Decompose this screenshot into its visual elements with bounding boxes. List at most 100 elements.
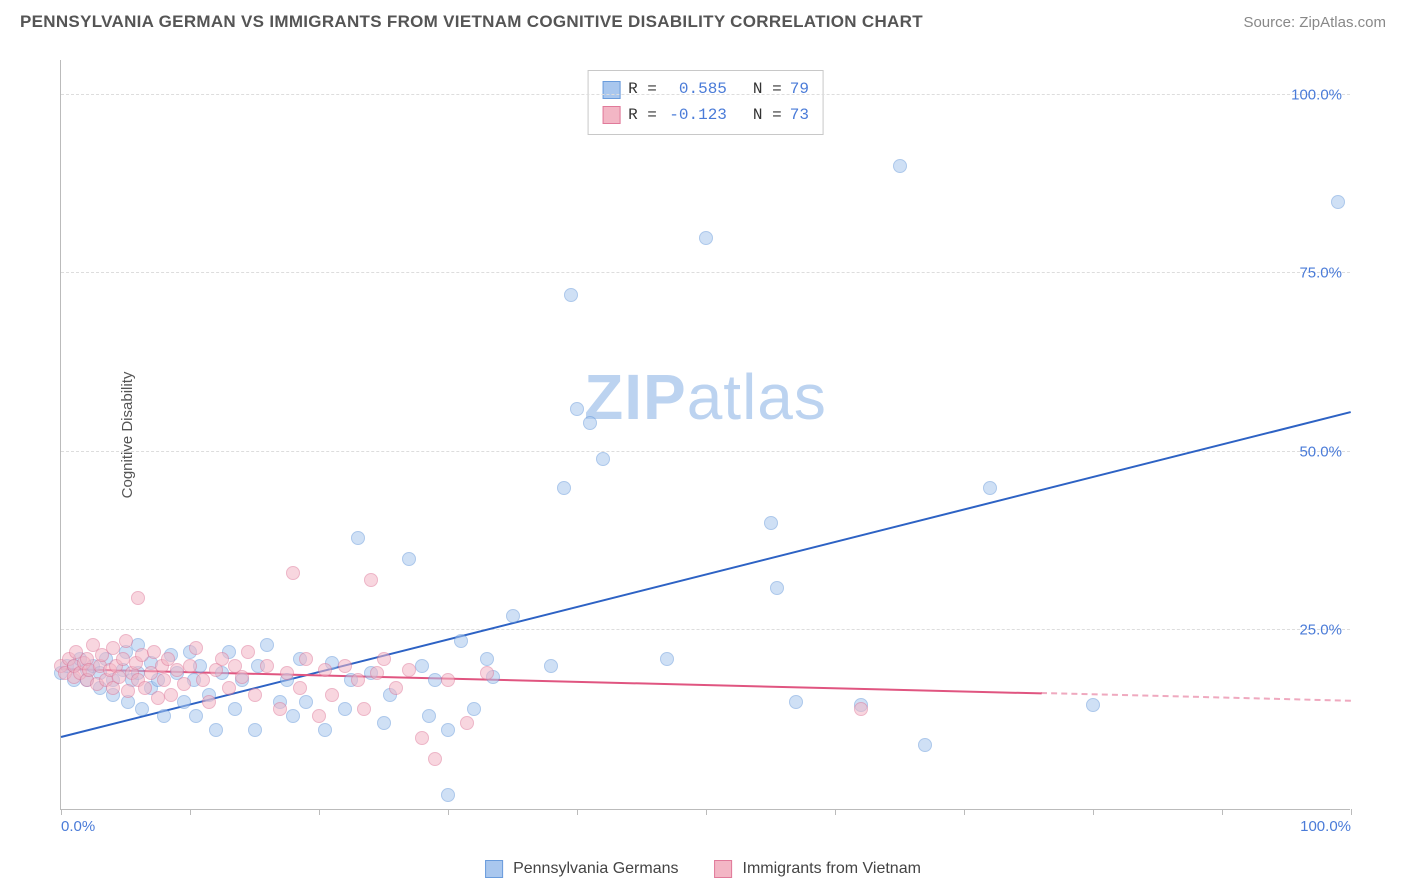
data-point bbox=[441, 723, 455, 737]
n-label: N = bbox=[753, 77, 782, 103]
data-point bbox=[351, 531, 365, 545]
xtick bbox=[1093, 809, 1094, 815]
ytick-label: 100.0% bbox=[1291, 86, 1342, 103]
data-point bbox=[116, 652, 130, 666]
legend-swatch bbox=[485, 860, 503, 878]
data-point bbox=[273, 702, 287, 716]
gridline bbox=[61, 94, 1350, 95]
data-point bbox=[480, 666, 494, 680]
gridline bbox=[61, 629, 1350, 630]
data-point bbox=[286, 709, 300, 723]
data-point bbox=[544, 659, 558, 673]
data-point bbox=[318, 723, 332, 737]
stats-row: R =-0.123N =73 bbox=[602, 103, 809, 129]
data-point bbox=[228, 702, 242, 716]
data-point bbox=[325, 688, 339, 702]
data-point bbox=[138, 681, 152, 695]
r-value: -0.123 bbox=[665, 103, 727, 129]
legend-swatch bbox=[602, 106, 620, 124]
data-point bbox=[480, 652, 494, 666]
data-point bbox=[222, 681, 236, 695]
data-point bbox=[789, 695, 803, 709]
data-point bbox=[235, 670, 249, 684]
data-point bbox=[428, 673, 442, 687]
data-point bbox=[151, 691, 165, 705]
data-point bbox=[241, 645, 255, 659]
data-point bbox=[377, 716, 391, 730]
data-point bbox=[764, 516, 778, 530]
data-point bbox=[177, 695, 191, 709]
data-point bbox=[918, 738, 932, 752]
xtick bbox=[61, 809, 62, 815]
watermark: ZIPatlas bbox=[584, 360, 827, 434]
data-point bbox=[467, 702, 481, 716]
data-point bbox=[248, 723, 262, 737]
data-point bbox=[357, 702, 371, 716]
r-label: R = bbox=[628, 77, 657, 103]
data-point bbox=[293, 681, 307, 695]
data-point bbox=[202, 695, 216, 709]
data-point bbox=[147, 645, 161, 659]
data-point bbox=[564, 288, 578, 302]
data-point bbox=[183, 659, 197, 673]
data-point bbox=[428, 752, 442, 766]
data-point bbox=[196, 673, 210, 687]
data-point bbox=[377, 652, 391, 666]
legend-label: Immigrants from Vietnam bbox=[743, 860, 921, 878]
xtick-label: 0.0% bbox=[61, 818, 95, 835]
data-point bbox=[506, 609, 520, 623]
xtick bbox=[964, 809, 965, 815]
data-point bbox=[402, 552, 416, 566]
r-label: R = bbox=[628, 103, 657, 129]
stats-legend: R =0.585N =79R =-0.123N =73 bbox=[587, 70, 824, 135]
data-point bbox=[454, 634, 468, 648]
data-point bbox=[422, 709, 436, 723]
xtick bbox=[1222, 809, 1223, 815]
data-point bbox=[557, 481, 571, 495]
data-point bbox=[441, 788, 455, 802]
data-point bbox=[351, 673, 365, 687]
data-point bbox=[893, 159, 907, 173]
n-value: 79 bbox=[790, 77, 809, 103]
xtick bbox=[319, 809, 320, 815]
legend-label: Pennsylvania Germans bbox=[513, 860, 678, 878]
data-point bbox=[248, 688, 262, 702]
ytick-label: 25.0% bbox=[1299, 622, 1342, 639]
chart-area: Cognitive Disability ZIPatlas R =0.585N … bbox=[50, 50, 1370, 820]
data-point bbox=[415, 659, 429, 673]
data-point bbox=[286, 566, 300, 580]
data-point bbox=[983, 481, 997, 495]
chart-title: PENNSYLVANIA GERMAN VS IMMIGRANTS FROM V… bbox=[20, 12, 923, 32]
data-point bbox=[112, 670, 126, 684]
data-point bbox=[299, 695, 313, 709]
data-point bbox=[770, 581, 784, 595]
xtick bbox=[706, 809, 707, 815]
data-point bbox=[570, 402, 584, 416]
legend-swatch bbox=[715, 860, 733, 878]
data-point bbox=[260, 659, 274, 673]
legend-item: Pennsylvania Germans bbox=[485, 860, 678, 878]
data-point bbox=[157, 673, 171, 687]
data-point bbox=[338, 702, 352, 716]
data-point bbox=[1086, 698, 1100, 712]
data-point bbox=[402, 663, 416, 677]
data-point bbox=[318, 663, 332, 677]
legend-swatch bbox=[602, 81, 620, 99]
data-point bbox=[131, 591, 145, 605]
data-point bbox=[189, 641, 203, 655]
data-point bbox=[312, 709, 326, 723]
data-point bbox=[299, 652, 313, 666]
data-point bbox=[157, 709, 171, 723]
data-point bbox=[119, 634, 133, 648]
data-point bbox=[121, 684, 135, 698]
source-label: Source: ZipAtlas.com bbox=[1243, 14, 1386, 31]
stats-row: R =0.585N =79 bbox=[602, 77, 809, 103]
data-point bbox=[699, 231, 713, 245]
data-point bbox=[596, 452, 610, 466]
xtick bbox=[835, 809, 836, 815]
xtick bbox=[577, 809, 578, 815]
data-point bbox=[660, 652, 674, 666]
data-point bbox=[189, 709, 203, 723]
data-point bbox=[441, 673, 455, 687]
data-point bbox=[370, 666, 384, 680]
